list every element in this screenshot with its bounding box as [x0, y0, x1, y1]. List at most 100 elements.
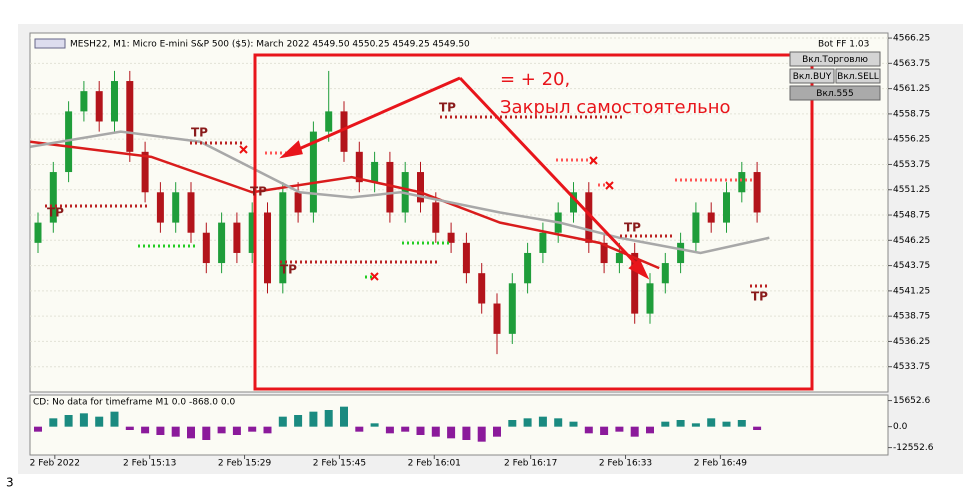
histogram-bar — [248, 426, 257, 432]
candle-body — [325, 111, 333, 132]
histogram-bar — [584, 426, 593, 434]
y-tick-label: 4541.25 — [893, 286, 930, 296]
histogram-bar — [554, 418, 563, 427]
histogram-bar — [217, 426, 226, 434]
candle-body — [34, 222, 42, 243]
candle-body — [371, 161, 379, 183]
toolbar-icons — [34, 38, 66, 49]
button-label[interactable]: Вкл.BUY — [793, 72, 832, 82]
histogram-bar — [141, 426, 150, 434]
x-tick-label: 2 Feb 15:45 — [313, 459, 366, 469]
y-tick-label: -12552.6 — [893, 443, 934, 453]
histogram-bar — [691, 423, 700, 427]
button-label[interactable]: Вкл.555 — [816, 89, 853, 99]
candle-body — [646, 283, 654, 314]
histogram-bar — [538, 416, 547, 427]
page-number: 3 — [6, 476, 14, 490]
tp-label: TP — [47, 206, 64, 220]
x-tick-label: 2 Feb 16:33 — [599, 459, 652, 469]
y-tick-label: 0.0 — [893, 422, 908, 432]
histogram-bar — [707, 418, 716, 427]
annotation: = + 20, — [500, 69, 570, 90]
candle-body — [218, 222, 226, 264]
tp-label: TP — [191, 126, 208, 140]
arrowhead — [279, 140, 303, 159]
histogram-bar — [49, 418, 58, 427]
histogram-bar — [156, 426, 165, 435]
button[interactable] — [789, 85, 881, 101]
tp-label: TP — [624, 221, 641, 235]
candle-body — [80, 91, 88, 112]
histogram-bar — [278, 416, 287, 427]
arrows — [279, 76, 650, 280]
tp-labels: TP TP TP TP TP TP TP — [47, 101, 768, 304]
indicator-title: CD: No data for timeframe M1 0.0 -868.0 … — [33, 398, 235, 408]
y-tick-label: 4561.25 — [893, 84, 930, 94]
histogram-bar — [569, 421, 578, 427]
histogram-bar — [232, 426, 241, 435]
candle-body — [432, 202, 440, 233]
candle-body — [478, 273, 486, 304]
header-bg — [31, 37, 491, 49]
candle-body — [294, 192, 302, 213]
candle-body — [508, 283, 516, 334]
candle-body — [417, 172, 424, 203]
annotation: Закрыл самостоятельно — [500, 97, 731, 118]
histogram-bar — [646, 426, 654, 434]
histogram-bar — [523, 418, 532, 427]
candle-body — [65, 111, 73, 173]
y-tick-label: 4533.75 — [893, 362, 930, 372]
x-tick-label: 2 Feb 16:01 — [408, 459, 461, 469]
y-tick-label: 4546.25 — [893, 236, 930, 246]
button-label[interactable]: Вкл.SELL — [837, 72, 879, 82]
y-tick-label: 4536.25 — [893, 337, 930, 347]
x-mark — [239, 145, 614, 281]
histogram-bar — [600, 426, 609, 435]
tp-label: TP — [439, 101, 456, 115]
candle-body — [233, 222, 241, 253]
histogram-bar — [447, 426, 456, 439]
histogram-bar — [737, 420, 746, 427]
candle-body — [172, 192, 180, 223]
histogram-bar — [493, 426, 501, 437]
candle-body — [95, 91, 103, 122]
histogram-bar — [79, 413, 88, 427]
candle-body — [661, 263, 669, 284]
button-label[interactable]: Вкл.Торговлю — [802, 55, 868, 65]
candle-body — [585, 192, 593, 243]
candle-body — [615, 252, 623, 264]
histogram-bar — [630, 426, 639, 437]
arrowhead — [628, 258, 650, 280]
candle-body — [570, 192, 577, 213]
candle-body — [539, 232, 547, 253]
x-tick-label: 2 Feb 15:29 — [218, 459, 272, 469]
histogram-bar — [95, 416, 104, 427]
candle-body — [723, 192, 730, 223]
candle-body — [355, 151, 363, 183]
button[interactable] — [789, 68, 835, 84]
candle-body — [248, 212, 256, 253]
candle-body — [309, 131, 317, 213]
moving-average — [30, 130, 770, 255]
arrow — [458, 76, 642, 270]
histogram-bar — [431, 426, 440, 437]
histogram-bar — [64, 415, 73, 427]
candle-body — [631, 252, 639, 314]
histogram-bar — [722, 421, 731, 427]
button[interactable] — [835, 68, 881, 84]
histogram-bar — [309, 411, 318, 427]
candle-body — [126, 81, 134, 152]
x-tick-label: 2 Feb 15:13 — [123, 459, 176, 469]
y-tick-label: 4563.75 — [893, 59, 930, 69]
candle-body — [677, 242, 685, 264]
histogram-bar — [110, 411, 119, 427]
candle-body — [600, 242, 608, 264]
button[interactable] — [789, 51, 881, 67]
histogram-bar — [355, 426, 364, 432]
histogram-bar — [615, 426, 624, 432]
candle-body — [493, 303, 501, 334]
candle-body — [340, 111, 348, 152]
histogram-bar — [661, 421, 670, 427]
candle-body — [187, 192, 195, 233]
bot-label: Bot FF 1.03 — [818, 40, 869, 50]
